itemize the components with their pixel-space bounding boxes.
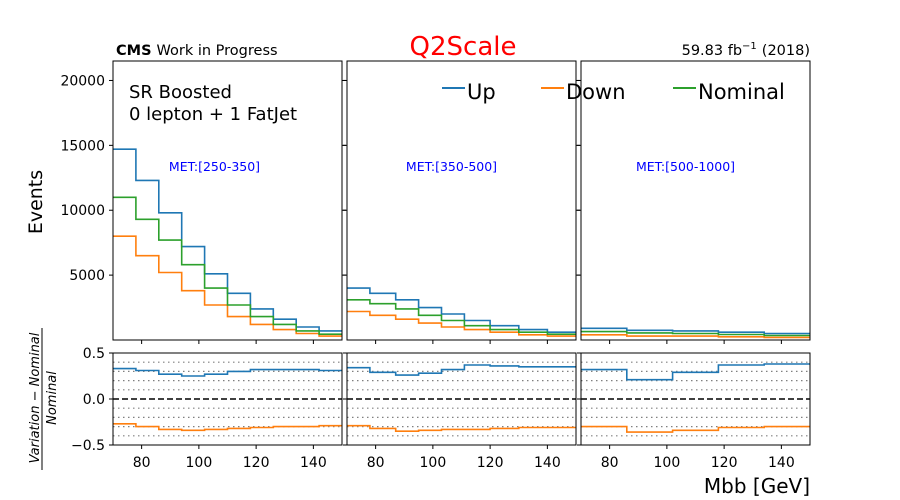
series-line-down (581, 334, 810, 339)
y-tick-label: 10000 (60, 203, 105, 219)
legend: Up Down Nominal (442, 80, 785, 104)
met-bin-label: MET:[350-500] (406, 159, 497, 174)
ratio-axis-label-numerator: Variation − Nominal (28, 332, 43, 463)
legend-label-nominal: Nominal (698, 80, 785, 104)
plot-panels: MET:[250-350] 5000 10000 15000 20000 0.5 0.0 −0… (60, 60, 811, 471)
x-tick-label: 100 (186, 455, 213, 471)
region-label-1: SR Boosted (129, 82, 232, 103)
x-axis-label: Mbb [GeV] (704, 474, 810, 498)
x-tick-label: 140 (768, 455, 795, 471)
x-tick-label: 120 (243, 455, 270, 471)
main-plot-area (347, 287, 576, 337)
series-line-up (581, 327, 810, 335)
x-tick-label: 100 (420, 455, 447, 471)
ratio-y-tick-label: 0.5 (83, 346, 105, 362)
ratio-line-down (347, 424, 576, 432)
ratio-line-down (581, 425, 810, 433)
ratio-line-down (113, 423, 342, 432)
x-tick-label: 120 (477, 455, 504, 471)
series-line-nominal (581, 330, 810, 337)
x-tick-label: 140 (300, 455, 327, 471)
main-axes-frame (580, 60, 811, 341)
panel-1: MET:[250-350] 5000 10000 15000 20000 0.5 0.0 −0… (60, 60, 346, 471)
ratio-y-tick-label: 0.0 (83, 392, 105, 408)
x-tick-label: 80 (601, 455, 619, 471)
series-line-down (113, 235, 342, 337)
panel-3: MET:[500-1000] 80 100 120 140 (577, 60, 811, 471)
main-plot-area (581, 327, 810, 339)
series-line-nominal (347, 299, 576, 335)
x-tick-label: 80 (367, 455, 385, 471)
x-tick-label: 100 (654, 455, 681, 471)
series-line-up (347, 287, 576, 333)
ratio-line-up (113, 367, 342, 377)
x-tick-label: 120 (711, 455, 738, 471)
y-axis-label: Events (25, 170, 47, 234)
x-tick-label: 140 (534, 455, 561, 471)
met-bin-label: MET:[250-350] (169, 159, 260, 174)
ratio-axis-label-denominator: Nominal (45, 371, 60, 425)
region-label-2: 0 lepton + 1 FatJet (129, 104, 297, 125)
plot-title: Q2Scale (410, 32, 517, 62)
main-axes-frame (346, 60, 577, 341)
y-tick-label: 20000 (60, 73, 105, 89)
luminosity-label: 59.83 fb−1 (2018) (682, 41, 810, 59)
series-line-nominal (113, 196, 342, 335)
ratio-y-tick-label: −0.5 (71, 438, 105, 454)
ratio-line-up (347, 364, 576, 376)
main-plot-area (113, 148, 342, 337)
ratio-line-up (581, 363, 810, 381)
panel-2: MET:[350-500] 80 100 120 140 (343, 60, 580, 471)
series-line-down (347, 310, 576, 337)
met-bin-label: MET:[500-1000] (636, 159, 735, 174)
main-axes-frame (112, 60, 343, 341)
legend-label-up: Up (467, 80, 496, 104)
cms-label: CMS Work in Progress (116, 43, 278, 59)
y-tick-label: 15000 (60, 138, 105, 154)
y-tick-label: 5000 (69, 268, 105, 284)
legend-label-down: Down (566, 80, 626, 104)
x-tick-label: 80 (133, 455, 151, 471)
